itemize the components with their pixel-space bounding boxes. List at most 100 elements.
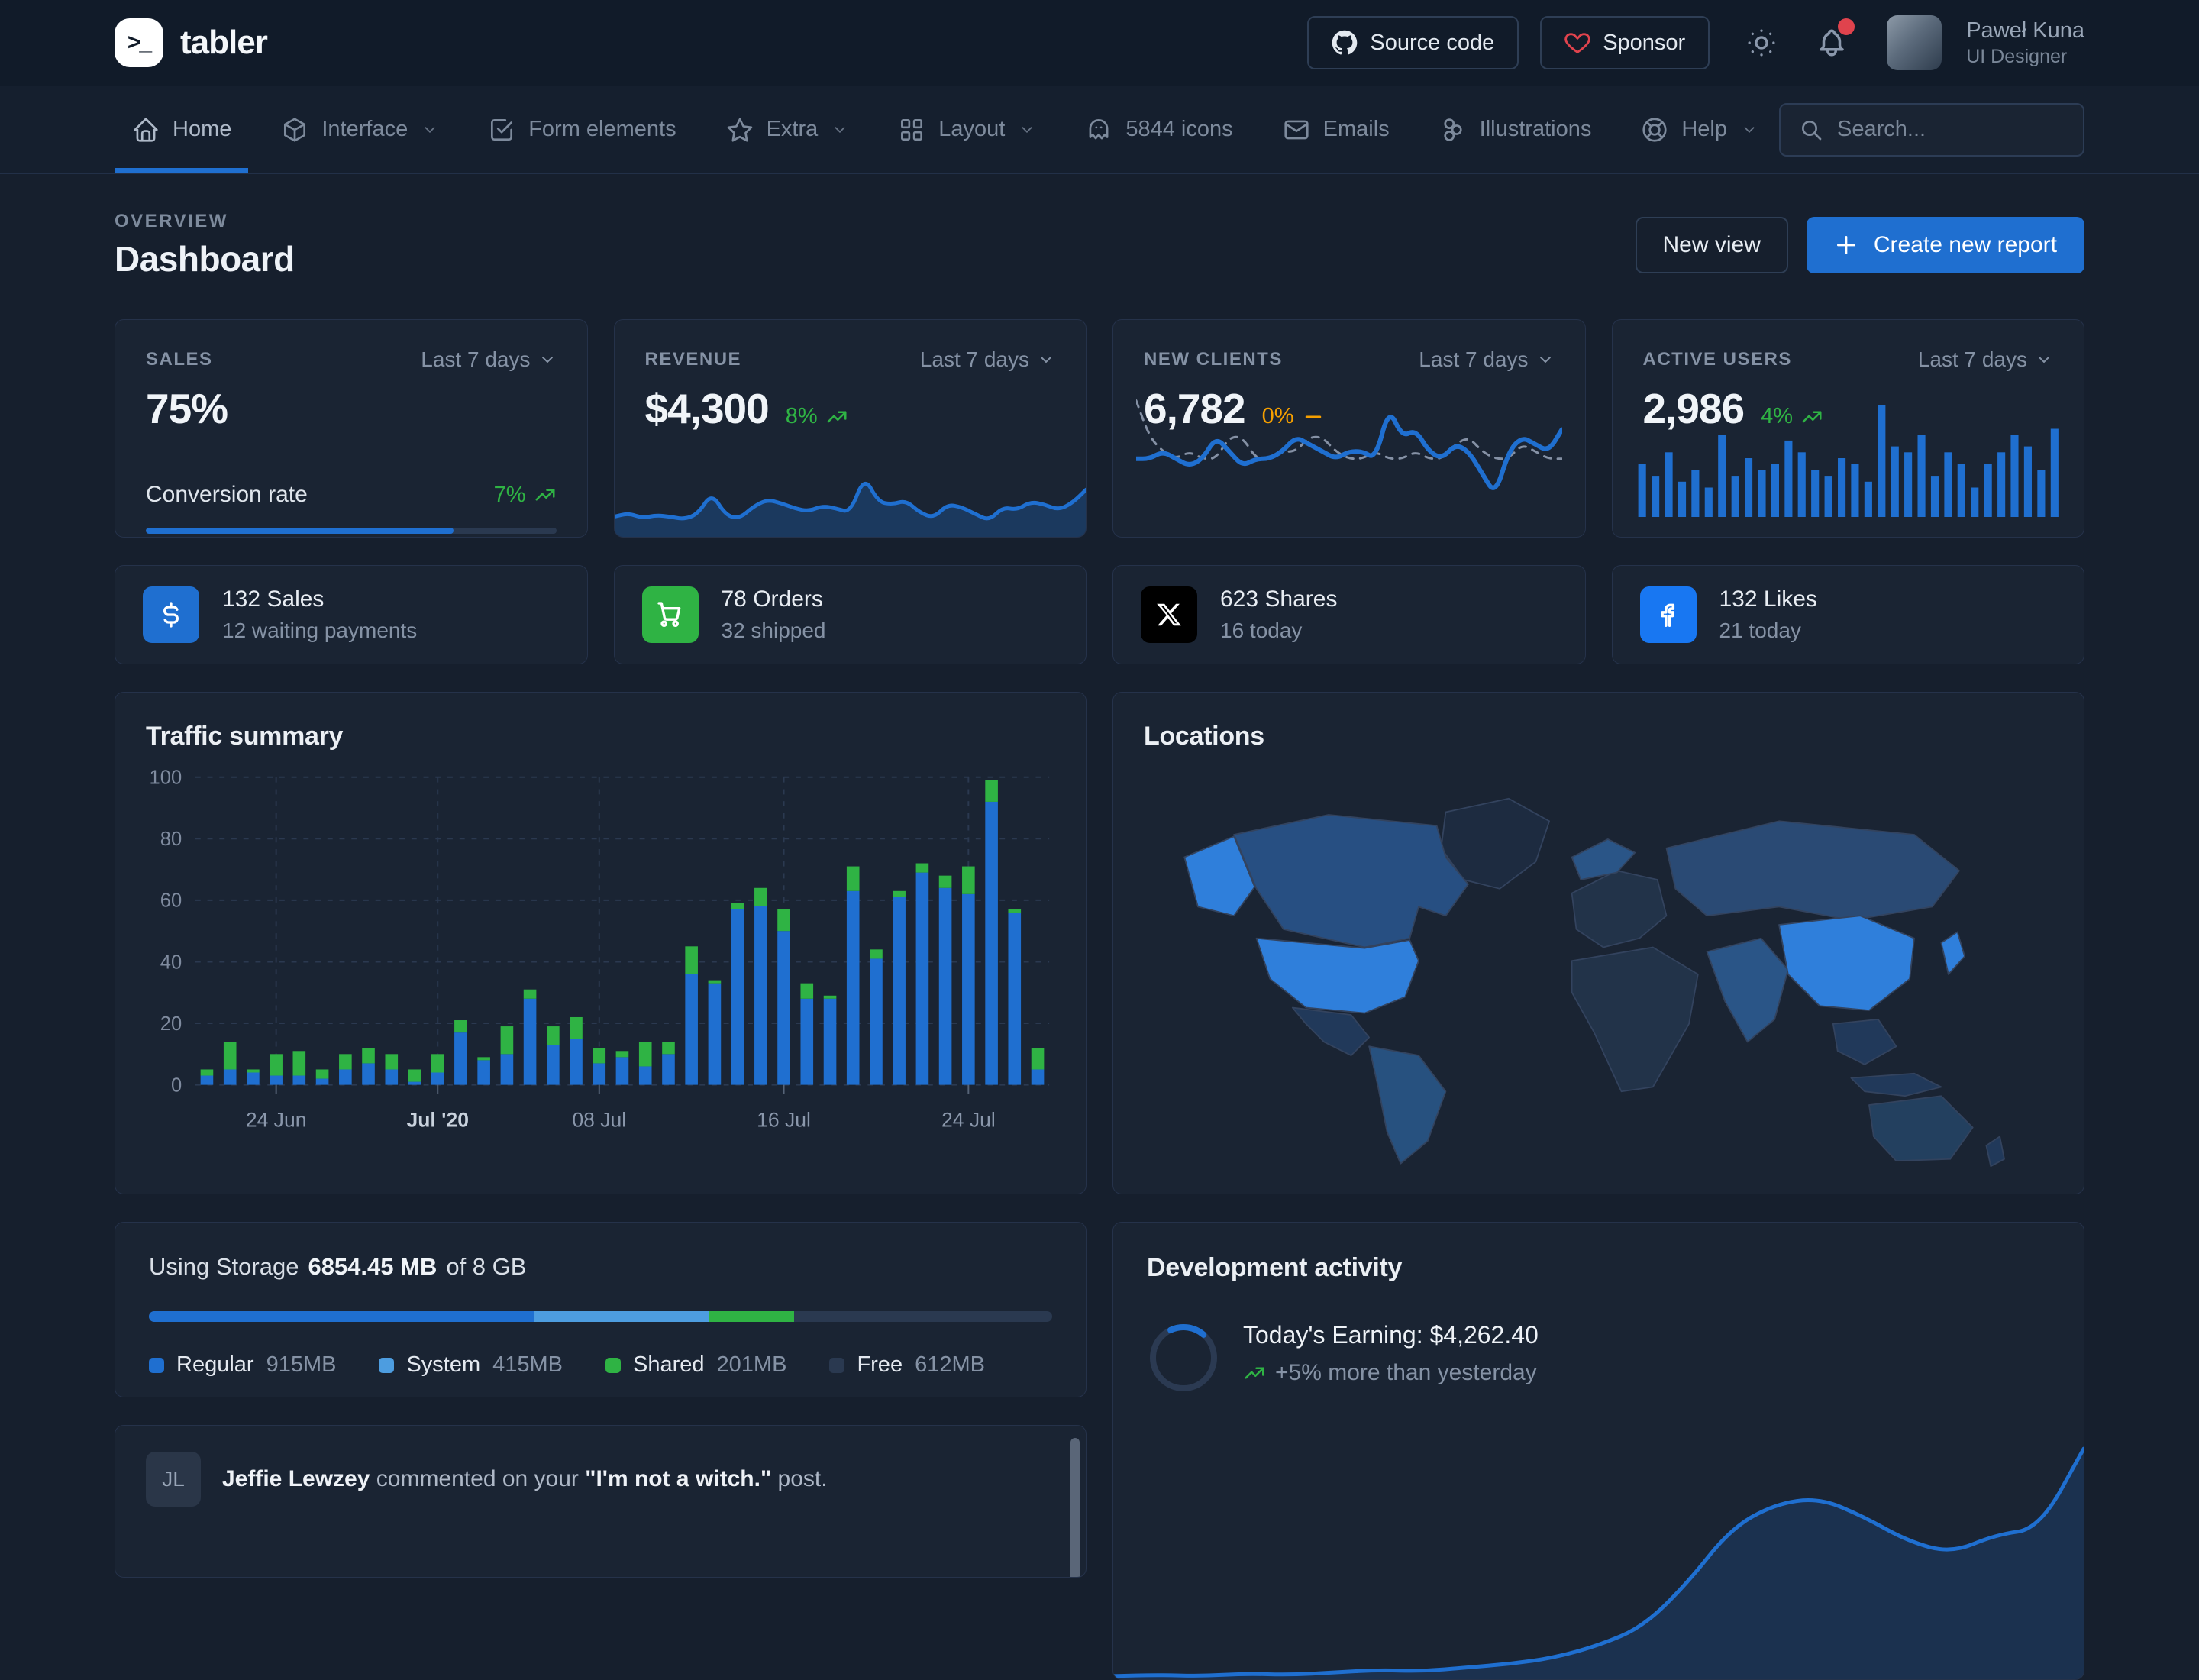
sponsor-label: Sponsor (1603, 30, 1686, 55)
activity-item[interactable]: JL Jeffie Lewzey commented on your "I'm … (146, 1452, 1055, 1507)
page-header: OVERVIEW Dashboard New view Create new r… (115, 211, 2084, 279)
activity-action: commented on your (376, 1466, 579, 1491)
stat-cards-row: SALES Last 7 days 75% Conversion rate 7% (115, 319, 2084, 538)
charts-row: Traffic summary 0 20 40 60 80 100 24 Jun Jul '2… (115, 692, 2084, 1194)
sales-sub: 12 waiting payments (222, 619, 418, 642)
users-range-dropdown[interactable]: Last 7 days (1918, 347, 2053, 372)
revenue-range-dropdown[interactable]: Last 7 days (920, 347, 1055, 372)
revenue-label: REVENUE (644, 349, 742, 370)
revenue-value: $4,300 (644, 385, 770, 432)
map-scandinavia (1571, 838, 1636, 880)
shares-count: 623 Shares (1220, 586, 1338, 612)
search-input[interactable] (1837, 117, 2065, 142)
chevron-down-icon (1019, 121, 1035, 138)
layout-grid-icon (897, 115, 926, 144)
storage-card: Using Storage 6854.45 MB of 8 GB Regular… (115, 1222, 1087, 1397)
users-delta: 4% (1761, 404, 1794, 428)
shapes-icon (1439, 115, 1468, 144)
mail-icon (1282, 115, 1311, 144)
orders-mini-card: 78 Orders 32 shipped (613, 565, 1087, 664)
page-body: OVERVIEW Dashboard New view Create new r… (0, 174, 2199, 1680)
activity-scrollbar[interactable] (1070, 1438, 1080, 1577)
nav-item-form-elements[interactable]: Form elements (470, 86, 693, 173)
nav-item-5844-icons[interactable]: 5844 icons (1067, 86, 1249, 173)
lifebuoy-icon (1640, 115, 1669, 144)
user-role: UI Designer (1966, 45, 2068, 67)
user-avatar[interactable] (1887, 15, 1942, 70)
nav-item-layout[interactable]: Layout (880, 86, 1052, 173)
map-australia (1868, 1095, 1974, 1162)
package-icon (280, 115, 309, 144)
clients-range-dropdown[interactable]: Last 7 days (1419, 347, 1554, 372)
svg-text:60: 60 (160, 890, 182, 912)
sales-card: SALES Last 7 days 75% Conversion rate 7% (115, 319, 588, 538)
storage-suffix: of 8 GB (446, 1253, 527, 1280)
page-pretitle: OVERVIEW (115, 211, 228, 231)
svg-text:20: 20 (160, 1013, 182, 1035)
notifications-button[interactable] (1813, 18, 1855, 61)
search-box[interactable] (1779, 102, 2084, 157)
storage-prefix: Using Storage (149, 1253, 299, 1280)
bottom-row: Using Storage 6854.45 MB of 8 GB Regular… (115, 1222, 2084, 1680)
development-activity-card: Development activity Today's Earning: $4… (1112, 1222, 2084, 1680)
world-map (1144, 771, 2053, 1168)
nav-item-help[interactable]: Help (1623, 86, 1774, 173)
user-info[interactable]: Paweł Kuna UI Designer (1966, 17, 2084, 69)
chevron-down-icon (1041, 357, 1051, 363)
nav-item-emails[interactable]: Emails (1265, 86, 1406, 173)
traffic-summary-chart: 0 20 40 60 80 100 24 Jun Jul '20 08 Jul 16 Jul 24 … (146, 765, 1055, 1140)
heart-icon (1564, 30, 1590, 56)
svg-text:80: 80 (160, 829, 182, 850)
chevron-down-icon (2039, 357, 2049, 363)
nav-item-extra[interactable]: Extra (709, 86, 866, 173)
create-new-report-button[interactable]: Create new report (1806, 217, 2084, 273)
bell-icon (1816, 27, 1848, 59)
clients-delta: 0% (1261, 404, 1294, 428)
theme-toggle-button[interactable] (1743, 24, 1780, 61)
activity-suffix: post. (777, 1466, 828, 1491)
likes-sub: 21 today (1719, 619, 1801, 642)
new-view-button[interactable]: New view (1635, 217, 1788, 273)
active-users-label: ACTIVE USERS (1642, 349, 1792, 370)
checkbox-icon (487, 115, 516, 144)
map-russia (1665, 820, 1960, 921)
earning-delta: +5% more than yesterday (1275, 1360, 1537, 1385)
sponsor-button[interactable]: Sponsor (1540, 16, 1710, 69)
nav-item-illustrations[interactable]: Illustrations (1422, 86, 1609, 173)
activity-feed-card: JL Jeffie Lewzey commented on your "I'm … (115, 1425, 1087, 1578)
app-logo[interactable]: >_ tabler (115, 18, 268, 67)
svg-text:40: 40 (160, 951, 182, 973)
sales-label: SALES (146, 349, 213, 370)
svg-text:100: 100 (150, 767, 182, 789)
plus-icon (1834, 233, 1858, 257)
likes-count: 132 Likes (1719, 586, 1817, 612)
legend-shared: Shared 201MB (605, 1352, 786, 1378)
users-bar-chart (1636, 399, 2062, 517)
new-clients-card: NEW CLIENTS Last 7 days 6,782 0% (1112, 319, 1586, 538)
orders-count: 78 Orders (721, 586, 823, 612)
logo-text: tabler (180, 24, 268, 61)
commenter-avatar: JL (146, 1452, 201, 1507)
sales-range-dropdown[interactable]: Last 7 days (421, 347, 556, 372)
map-japan (1940, 931, 1965, 975)
svg-text:0: 0 (171, 1074, 182, 1096)
legend-swatch (829, 1357, 845, 1373)
storage-legend: Regular 915MB System 415MB Shared 201MB Free 61… (149, 1352, 1052, 1378)
storage-used: 6854.45 MB (308, 1253, 438, 1280)
dev-activity-title: Development activity (1147, 1253, 1403, 1282)
traffic-summary-card: Traffic summary 0 20 40 60 80 100 24 Jun Jul '2… (115, 692, 1087, 1194)
trending-up-icon (827, 411, 847, 422)
notification-dot (1838, 18, 1855, 35)
chevron-down-icon (831, 121, 848, 138)
topbar: >_ tabler Source code Sponsor (0, 0, 2199, 86)
nav-item-home[interactable]: Home (115, 86, 249, 173)
clients-line-chart (1136, 387, 1562, 517)
shares-sub: 16 today (1220, 619, 1303, 642)
chevron-down-icon (1539, 357, 1551, 363)
legend-swatch (605, 1357, 622, 1373)
source-code-button[interactable]: Source code (1307, 16, 1519, 69)
nav-item-interface[interactable]: Interface (263, 86, 455, 173)
trending-up-icon (535, 489, 554, 501)
revenue-sparkline-chart (614, 450, 1086, 537)
mini-cards-row: 132 Sales 12 waiting payments 78 Orders … (115, 565, 2084, 664)
